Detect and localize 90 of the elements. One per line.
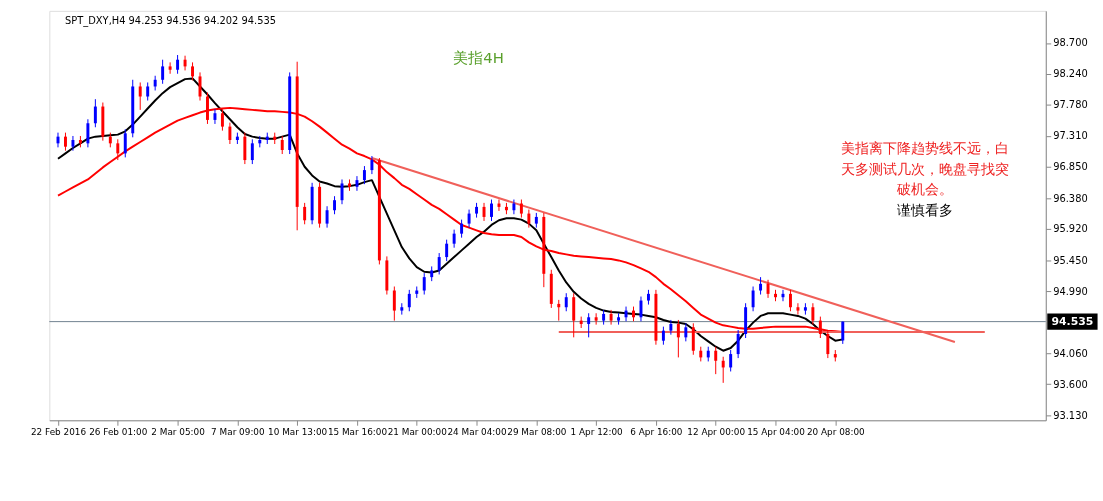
candlestick [280,135,284,155]
candlestick [86,118,90,148]
candlestick [467,209,471,229]
annotation: 谨慎看多 [897,202,954,219]
x-tick-label: 12 Apr 00:00 [687,426,746,437]
candlestick [519,199,523,219]
candlestick [811,302,815,326]
candlestick [676,319,680,358]
candlestick [669,319,673,336]
candlestick [303,202,307,225]
candlestick [355,175,359,192]
x-tick-label: 26 Feb 01:00 [89,426,148,437]
y-tick-label: 96.850 [1053,161,1088,173]
candlestick [191,61,195,81]
candlestick [661,326,665,346]
y-tick-label: 95.450 [1053,254,1088,266]
x-tick-label: 2 Mar 05:00 [151,426,206,437]
chart-subtitle: SPT_DXY,H4 94.253 94.536 94.202 94.535 [65,14,276,27]
candlestick [161,59,165,85]
y-tick-label: 95.920 [1053,223,1088,235]
candlestick [594,312,598,326]
candlestick [71,135,75,152]
candlestick [624,306,628,322]
candlestick [407,289,411,312]
candlestick [138,81,142,111]
candlestick [168,61,172,75]
candlestick [116,138,120,161]
text: 美指4H [453,49,504,67]
y-tick-label: 93.600 [1053,378,1088,390]
candlestick [587,312,591,338]
candlestick [325,205,329,229]
candlestick [609,309,613,326]
candlestick [250,138,254,165]
candlestick [445,239,449,262]
candlestick [796,302,800,316]
candlestick [788,289,792,312]
y-tick-label: 96.380 [1053,192,1088,204]
y-tick-label: 93.130 [1053,410,1088,422]
x-tick-label: 6 Apr 16:00 [630,426,683,437]
x-tick-label: 15 Mar 16:00 [327,426,388,437]
x-tick-label: 20 Apr 08:00 [806,426,866,437]
candlestick [176,54,180,75]
y-tick-label: 98.240 [1053,68,1088,80]
candlestick [684,322,688,342]
candlestick [460,219,464,239]
candlestick [527,209,531,229]
x-tick-label: 7 Mar 09:00 [211,426,265,437]
candlestick [691,322,695,356]
x-tick-label: 10 Mar 13:00 [268,426,328,437]
annotation: 美指离下降趋势线不远，白天多测试几次，晚盘寻找突破机会。 [841,139,1010,198]
candlestick [557,299,561,322]
candlestick [564,292,568,312]
candlestick [93,98,97,128]
candlestick [736,329,740,359]
candlestick [452,229,456,249]
y-tick-label: 97.780 [1053,98,1088,110]
x-tick-label: 15 Apr 04:00 [747,426,806,437]
candlestick [183,55,187,71]
candlestick [362,165,366,185]
candlestick [123,128,127,158]
x-tick-label: 29 Mar 08:00 [507,426,567,437]
y-tick-label: 94.990 [1053,285,1088,297]
candlestick [333,195,337,215]
candlestick [422,272,426,296]
candlestick [370,155,374,175]
x-tick-label: 22 Feb 2016 [30,426,87,437]
candlestick [392,286,396,322]
candlestick [243,132,247,165]
candlestick [213,108,217,125]
candlestick [228,122,232,145]
candlestick [482,202,486,222]
x-tick-label: 24 Mar 04:00 [447,426,507,437]
ref-line-label: 94.535 [1051,314,1094,328]
candlestick [63,132,67,152]
x-tick-label: 21 Mar 00:00 [387,426,448,437]
y-tick-label: 98.700 [1053,37,1088,49]
candlestick [512,199,516,215]
candlestick [490,199,493,222]
candlestick [714,346,718,375]
candlestick [766,279,770,299]
candlestick [146,81,150,102]
candlestick [729,349,733,372]
y-tick-label: 97.310 [1053,130,1088,142]
candlestick [437,252,441,275]
candlestick [721,356,725,384]
candlestick [751,286,755,312]
candlestick [572,292,576,338]
candlestick [497,199,501,212]
x-tick-label: 1 Apr 12:00 [570,426,624,437]
y-tick-label: 94.060 [1053,347,1088,359]
